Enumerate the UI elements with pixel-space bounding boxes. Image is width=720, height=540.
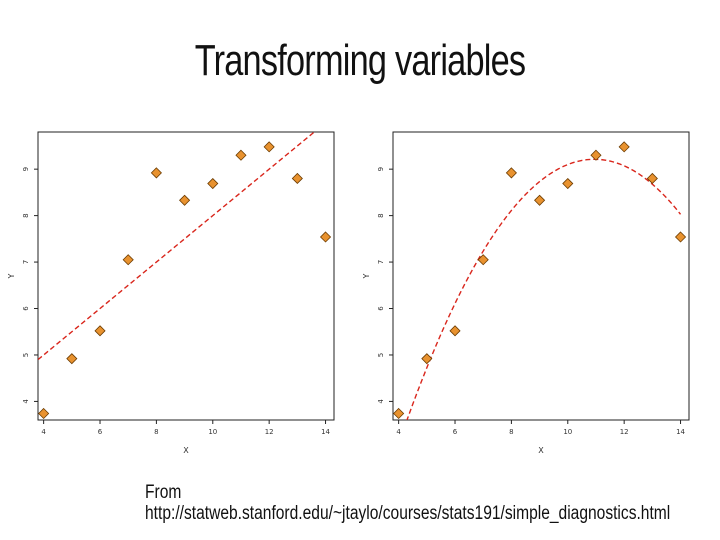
source-prefix: From xyxy=(145,482,182,503)
data-point xyxy=(38,407,50,420)
x-tick-label: 8 xyxy=(509,428,513,436)
y-tick-label: 9 xyxy=(377,167,385,171)
data-point xyxy=(291,172,303,185)
x-axis-title: X xyxy=(538,446,544,455)
source-url[interactable]: http://statweb.stanford.edu/~jtaylo/cour… xyxy=(145,503,671,524)
y-tick-label: 7 xyxy=(22,260,30,264)
y-tick-label: 6 xyxy=(22,306,30,311)
slide-title: Transforming variables xyxy=(194,36,526,85)
data-point xyxy=(122,254,134,266)
x-tick-label: 12 xyxy=(265,428,274,436)
data-point xyxy=(319,231,332,243)
data-point xyxy=(590,149,602,161)
data-point xyxy=(94,325,106,337)
source-citation: From http://statweb.stanford.edu/~jtaylo… xyxy=(145,482,671,524)
y-tick-label: 5 xyxy=(377,353,385,357)
fit-line xyxy=(406,158,682,420)
data-point xyxy=(646,172,658,185)
data-point xyxy=(477,254,489,266)
data-point xyxy=(179,194,191,206)
data-point xyxy=(393,407,405,420)
x-tick-label: 14 xyxy=(676,428,685,436)
x-tick-label: 12 xyxy=(620,428,629,436)
x-tick-label: 4 xyxy=(41,428,46,436)
x-tick-label: 8 xyxy=(154,428,158,436)
data-point xyxy=(534,194,546,206)
x-tick-label: 6 xyxy=(98,428,103,436)
plot-frame xyxy=(37,131,335,421)
y-axis-title: Y xyxy=(362,273,371,279)
scatter-plot-quadratic-fit: 4 6 8 10 12 14 4 5 6 7 8 9 X Y xyxy=(355,120,693,460)
data-point xyxy=(449,325,461,337)
y-tick-label: 7 xyxy=(377,260,385,264)
y-tick-label: 5 xyxy=(22,353,30,357)
data-point xyxy=(150,167,162,179)
y-tick-label: 6 xyxy=(377,306,385,311)
y-tick-label: 9 xyxy=(22,167,30,171)
y-axis-title: Y xyxy=(7,273,16,279)
data-point xyxy=(235,149,247,161)
data-point xyxy=(505,167,517,179)
x-axis-title: X xyxy=(183,446,189,455)
scatter-plot-linear-fit: 4 6 8 10 12 14 4 5 6 7 8 9 X Y xyxy=(0,120,338,460)
y-tick-label: 4 xyxy=(22,399,30,404)
x-tick-label: 6 xyxy=(453,428,458,436)
data-point xyxy=(66,353,78,365)
plot-frame xyxy=(392,131,690,421)
x-tick-label: 14 xyxy=(321,428,330,436)
data-point xyxy=(674,231,687,243)
plot-linear-svg: 4 6 8 10 12 14 4 5 6 7 8 9 X Y xyxy=(7,131,335,455)
data-point xyxy=(207,177,219,190)
x-tick-label: 10 xyxy=(208,428,217,436)
x-tick-label: 4 xyxy=(396,428,401,436)
fit-line xyxy=(38,132,316,361)
y-tick-label: 8 xyxy=(22,213,30,217)
data-point xyxy=(618,141,630,153)
x-tick-label: 10 xyxy=(563,428,572,436)
data-point xyxy=(562,177,574,190)
plot-quadratic-svg: 4 6 8 10 12 14 4 5 6 7 8 9 X Y xyxy=(362,131,690,455)
y-tick-label: 4 xyxy=(377,399,385,404)
data-point xyxy=(263,141,275,153)
y-tick-label: 8 xyxy=(377,213,385,217)
data-point xyxy=(421,353,433,365)
